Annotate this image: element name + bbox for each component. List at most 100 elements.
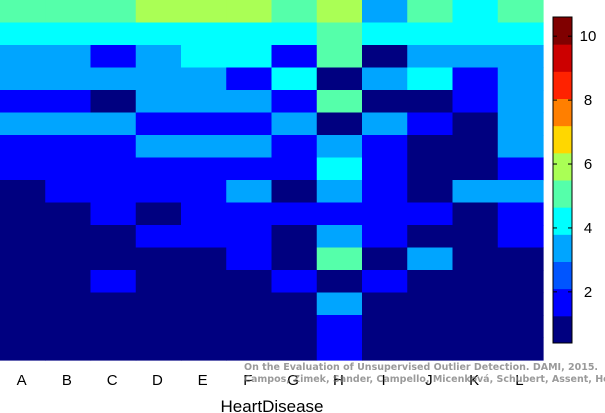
heatmap-cell (271, 45, 318, 69)
heatmap-cell (316, 135, 363, 159)
heatmap-cell (452, 135, 499, 159)
heatmap-cell (135, 157, 182, 181)
heatmap-cell (0, 157, 46, 181)
heatmap-cell (407, 247, 454, 271)
heatmap-cell (362, 202, 408, 226)
colorbar-segment (553, 234, 572, 262)
heatmap-cell (135, 22, 182, 46)
colorbar-segment (553, 207, 572, 235)
credit-line-2: Campos, Zimek, Sander, Campello, Micenko… (244, 374, 605, 385)
heatmap-cell (45, 315, 92, 339)
heatmap-cell (0, 0, 46, 24)
heatmap-cell (90, 225, 137, 249)
colorbar-segment (553, 180, 572, 208)
heatmap-cell (407, 22, 454, 46)
heatmap-cell (181, 0, 227, 24)
heatmap-cell (497, 270, 544, 294)
heatmap-cell (452, 292, 499, 316)
heatmap-cell (271, 202, 318, 226)
heatmap-cell (226, 90, 273, 114)
heatmap-cell (497, 67, 544, 91)
heatmap-cell (45, 0, 92, 24)
heatmap-cell (226, 22, 273, 46)
heatmap-cell (316, 315, 363, 339)
heatmap-cell (497, 90, 544, 114)
heatmap-cell (407, 45, 454, 69)
heatmap-cell (45, 157, 92, 181)
heatmap-cell (45, 225, 92, 249)
heatmap-cell (90, 90, 137, 114)
heatmap-cell (407, 337, 454, 361)
heatmap-cell (271, 67, 318, 91)
heatmap-cell (407, 292, 454, 316)
heatmap-cell (316, 180, 363, 204)
heatmap-cell (497, 157, 544, 181)
heatmap-cell (362, 292, 408, 316)
heatmap-cell (362, 0, 408, 24)
heatmap-cell (181, 45, 227, 69)
heatmap-cell (316, 0, 363, 24)
heatmap-cell (90, 180, 137, 204)
heatmap-cell (452, 22, 499, 46)
heatmap-cell (362, 90, 408, 114)
heatmap-cell (90, 157, 137, 181)
heatmap-cell (362, 315, 408, 339)
heatmap-cell (135, 225, 182, 249)
heatmap-cell (497, 180, 544, 204)
heatmap-cell (181, 112, 227, 136)
heatmap-cell (407, 157, 454, 181)
x-tick-labels: A B C D E F G H I J K L (17, 372, 524, 389)
heatmap-cell (226, 157, 273, 181)
colorbar (552, 16, 573, 344)
x-tick-label: F (243, 372, 252, 389)
heatmap-cell (90, 0, 137, 24)
heatmap-cell (407, 225, 454, 249)
heatmap-cell (452, 247, 499, 271)
heatmap-cell (0, 90, 46, 114)
heatmap-cell (316, 270, 363, 294)
colorbar-segment (553, 315, 572, 344)
heatmap-cell (271, 135, 318, 159)
heatmap-cell (0, 22, 46, 46)
heatmap-cell (271, 292, 318, 316)
colorbar-tick-label: 6 (584, 156, 592, 173)
heatmap-cell (271, 90, 318, 114)
heatmap-cell (407, 67, 454, 91)
x-tick-label: D (152, 372, 163, 389)
heatmap-cell (45, 180, 92, 204)
heatmap-cell (181, 180, 227, 204)
heatmap-cell (45, 292, 92, 316)
heatmap-cell (135, 270, 182, 294)
heatmap-cell (452, 337, 499, 361)
heatmap-cell (452, 315, 499, 339)
heatmap-cell (226, 67, 273, 91)
heatmap-cell (316, 67, 363, 91)
heatmap-cell (45, 270, 92, 294)
heatmap-cell (271, 225, 318, 249)
heatmap-cells (0, 0, 544, 361)
heatmap-cell (316, 90, 363, 114)
heatmap-cell (226, 112, 273, 136)
heatmap-cell (497, 315, 544, 339)
heatmap-cell (407, 315, 454, 339)
heatmap-cell (226, 0, 273, 24)
heatmap-cell (135, 202, 182, 226)
heatmap-cell (90, 67, 137, 91)
heatmap-cell (271, 112, 318, 136)
credit-line-1: On the Evaluation of Unsupervised Outlie… (244, 362, 599, 373)
heatmap-cell (316, 112, 363, 136)
heatmap-cell (407, 180, 454, 204)
x-tick-label: E (198, 372, 208, 389)
heatmap-cell (135, 0, 182, 24)
heatmap-cell (226, 180, 273, 204)
x-tick-label: I (382, 372, 386, 389)
heatmap-cell (362, 157, 408, 181)
heatmap-cell (135, 45, 182, 69)
colorbar-segment (553, 98, 572, 127)
heatmap-cell (497, 22, 544, 46)
heatmap-cell (181, 202, 227, 226)
heatmap-cell (316, 157, 363, 181)
heatmap-cell (452, 225, 499, 249)
heatmap-cell (181, 90, 227, 114)
